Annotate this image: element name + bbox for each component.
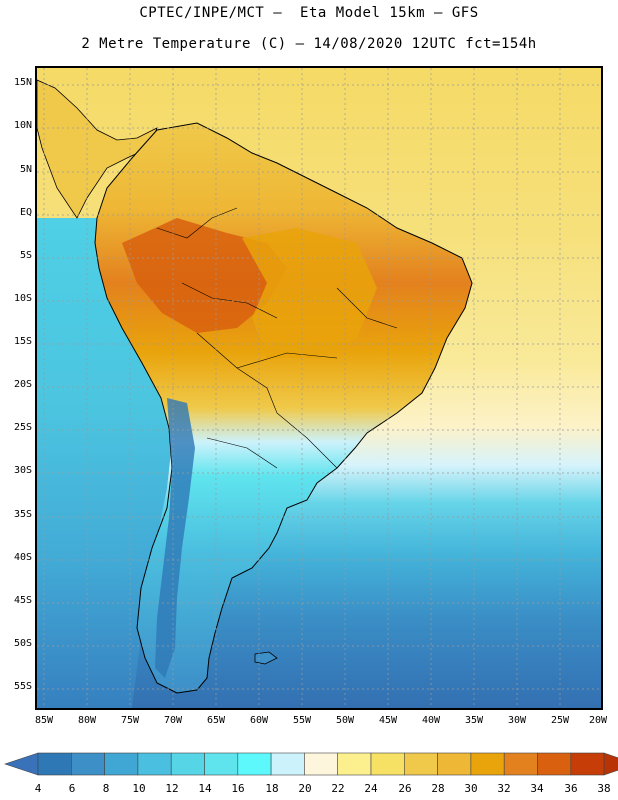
andes-cold-strip <box>155 398 195 678</box>
lat-label: 5S <box>19 250 32 261</box>
colorbar-swatch <box>4 752 39 776</box>
colorbar-swatch <box>403 752 438 776</box>
lat-label: 55S <box>13 681 32 692</box>
colorbar-swatch <box>603 752 618 776</box>
colorbar-swatch <box>37 752 72 776</box>
brazil-warm-region <box>242 228 377 358</box>
lat-label: 10S <box>13 293 32 304</box>
lon-label: 50W <box>335 715 355 726</box>
temperature-colorbar <box>4 752 618 776</box>
map-canvas <box>37 68 601 708</box>
lat-label: EQ <box>19 207 32 218</box>
colorbar-label: 4 <box>34 782 42 795</box>
colorbar-label: 20 <box>298 782 312 795</box>
map-gridlines <box>37 68 601 708</box>
lon-label: 80W <box>77 715 97 726</box>
colorbar-label: 16 <box>231 782 245 795</box>
colorbar-label: 28 <box>431 782 445 795</box>
colorbar-swatch <box>71 752 105 776</box>
lon-label: 35W <box>464 715 484 726</box>
lon-label: 85W <box>34 715 54 726</box>
colorbar-label: 12 <box>165 782 179 795</box>
lon-label: 75W <box>120 715 140 726</box>
lon-label: 65W <box>206 715 226 726</box>
colorbar-label: 8 <box>102 782 110 795</box>
colorbar-swatch <box>270 752 305 776</box>
lon-label: 55W <box>292 715 312 726</box>
colorbar-label: 10 <box>132 782 146 795</box>
colorbar-swatch <box>437 752 472 776</box>
colorbar-label: 6 <box>68 782 76 795</box>
colorbar-swatch <box>204 752 239 776</box>
colorbar-label: 24 <box>364 782 378 795</box>
lat-label: 30S <box>13 465 32 476</box>
colorbar-label: 34 <box>530 782 544 795</box>
amazon-hot-core <box>122 218 287 333</box>
colorbar-label: 32 <box>497 782 511 795</box>
falkland-islands <box>254 651 278 665</box>
lat-label: 50S <box>13 638 32 649</box>
map-title: CPTEC/INPE/MCT – Eta Model 15km – GFS <box>139 5 479 21</box>
country-borders <box>156 207 398 469</box>
lon-label: 60W <box>249 715 269 726</box>
colorbar-label: 30 <box>464 782 478 795</box>
colorbar-swatch <box>104 752 139 776</box>
lon-label: 20W <box>588 715 608 726</box>
colorbar-swatch <box>337 752 372 776</box>
colorbar-swatch <box>537 752 572 776</box>
lon-label: 30W <box>507 715 527 726</box>
colorbar-swatch <box>237 752 272 776</box>
colorbar-swatch <box>170 752 205 776</box>
lon-label: 40W <box>421 715 441 726</box>
lat-label: 25S <box>13 422 32 433</box>
lon-label: 45W <box>378 715 398 726</box>
colorbar-label: 36 <box>564 782 578 795</box>
colorbar-swatch <box>570 752 605 776</box>
lat-label: 15S <box>13 336 32 347</box>
temperature-map <box>35 66 603 710</box>
colorbar-label: 18 <box>265 782 279 795</box>
colorbar-swatch <box>304 752 338 776</box>
colorbar-label: 38 <box>597 782 611 795</box>
lat-label: 5N <box>19 164 32 175</box>
map-subtitle: 2 Metre Temperature (C) – 14/08/2020 12U… <box>81 36 537 52</box>
lat-label: 35S <box>13 509 32 520</box>
colorbar-label: 26 <box>398 782 412 795</box>
lon-label: 70W <box>163 715 183 726</box>
colorbar-label: 22 <box>331 782 345 795</box>
colorbar-swatch <box>370 752 405 776</box>
lat-label: 10N <box>13 120 32 131</box>
lat-label: 20S <box>13 379 32 390</box>
colorbar-swatch <box>503 752 538 776</box>
colorbar-swatch <box>470 752 505 776</box>
lat-label: 40S <box>13 552 32 563</box>
lat-label: 45S <box>13 595 32 606</box>
lon-label: 25W <box>550 715 570 726</box>
lat-label: 15N <box>13 77 32 88</box>
colorbar-swatch <box>137 752 172 776</box>
colorbar-label: 14 <box>198 782 212 795</box>
